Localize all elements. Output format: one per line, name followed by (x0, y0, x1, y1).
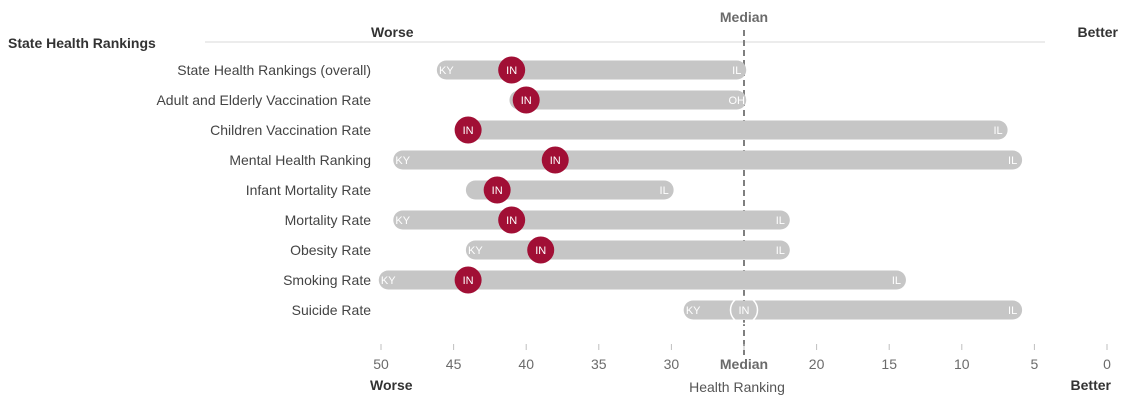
chart-row: Smoking Rate KY IL IN (283, 266, 906, 294)
focus-state-label: IN (521, 95, 532, 107)
range-low-state-label: KY (395, 215, 410, 227)
chart-row: Suicide Rate KY IL IN (292, 295, 1023, 325)
focus-state-dot (454, 266, 482, 294)
range-high-state-label: IL (776, 245, 785, 257)
row-label: Mortality Rate (285, 212, 372, 228)
row-label: Mental Health Ranking (229, 152, 371, 168)
focus-state-dot (483, 176, 511, 204)
focus-state-label: IN (492, 185, 503, 197)
chart-row: Obesity Rate KY IL IN (290, 236, 790, 264)
focus-state-dot (498, 206, 526, 234)
range-high-state-label: IL (732, 65, 741, 77)
x-tick-label: 50 (373, 356, 389, 372)
range-bar (683, 300, 1023, 320)
chart-title: State Health Rankings (8, 35, 156, 51)
row-label: Infant Mortality Rate (246, 182, 371, 198)
x-tick-label: 20 (809, 356, 825, 372)
focus-state-label: IN (463, 275, 474, 287)
range-bar (393, 210, 790, 230)
focus-state-label: IN (535, 245, 546, 257)
focus-state-label: IN (463, 125, 474, 137)
range-low-state-label: KY (468, 245, 483, 257)
range-high-state-label: OH (728, 95, 745, 107)
bottom-worse-label: Worse (370, 377, 413, 393)
x-axis-ticks: 50 45 40 35 30 20 15 10 5 0 (373, 344, 1111, 372)
range-low-state-label: KY (686, 305, 701, 317)
focus-state-label: IN (506, 65, 517, 77)
range-high-state-label: IL (1008, 155, 1017, 167)
top-median-label: Median (720, 9, 768, 25)
range-bar (378, 270, 906, 290)
bottom-median-label: Median (720, 356, 768, 372)
range-low-state-label: KY (381, 275, 396, 287)
x-tick-label: 5 (1031, 356, 1039, 372)
x-axis-title: Health Ranking (689, 379, 785, 395)
x-tick-label: 15 (881, 356, 897, 372)
row-label: Adult and Elderly Vaccination Rate (156, 92, 371, 108)
focus-state-dot (512, 86, 540, 114)
range-bar (509, 90, 747, 110)
range-high-state-label: IL (892, 275, 901, 287)
bottom-better-label: Better (1071, 377, 1112, 393)
chart-row: Mental Health Ranking KY IL IN (229, 146, 1023, 174)
chart-rows: State Health Rankings (overall) KY ILINAdu… (156, 56, 1023, 325)
focus-state-dot (454, 116, 482, 144)
range-low-state-label: KY (395, 155, 410, 167)
row-label: Children Vaccination Rate (210, 122, 371, 138)
range-low-state-label: KY (439, 65, 454, 77)
range-high-state-label: IL (660, 185, 669, 197)
focus-state-dot (498, 56, 526, 84)
focus-state-dot (527, 236, 555, 264)
x-tick-label: 45 (446, 356, 462, 372)
chart-row: Adult and Elderly Vaccination Rate OH IN (156, 86, 747, 114)
range-high-state-label: IL (1008, 305, 1017, 317)
focus-state-dot (541, 146, 569, 174)
x-tick-label: 10 (954, 356, 970, 372)
range-bar (465, 240, 790, 260)
row-label: State Health Rankings (overall) (177, 62, 371, 78)
row-label: Suicide Rate (292, 302, 372, 318)
chart-row: Children Vaccination Rate IL IN (210, 116, 1008, 144)
focus-state-label: IN (506, 215, 517, 227)
x-tick-label: 35 (591, 356, 607, 372)
x-tick-label: 0 (1103, 356, 1111, 372)
focus-state-label: IN (550, 155, 561, 167)
x-tick-label: 30 (664, 356, 680, 372)
range-high-state-label: IL (994, 125, 1003, 137)
top-better-label: Better (1078, 24, 1119, 40)
row-label: Obesity Rate (290, 242, 371, 258)
top-worse-label: Worse (371, 24, 414, 40)
chart-row: State Health Rankings (overall) KY IL IN (177, 56, 747, 84)
chart-row: Mortality Rate KY IL IN (285, 206, 790, 234)
row-label: Smoking Rate (283, 272, 371, 288)
x-tick-label: 40 (518, 356, 534, 372)
range-high-state-label: IL (776, 215, 785, 227)
range-bar (458, 120, 1008, 140)
focus-state-dot (729, 295, 759, 325)
range-bar (436, 60, 747, 80)
focus-state-label: IN (739, 305, 750, 317)
range-bar (393, 150, 1023, 170)
range-bar (465, 180, 674, 200)
chart-row: Infant Mortality Rate IL IN (246, 176, 674, 204)
